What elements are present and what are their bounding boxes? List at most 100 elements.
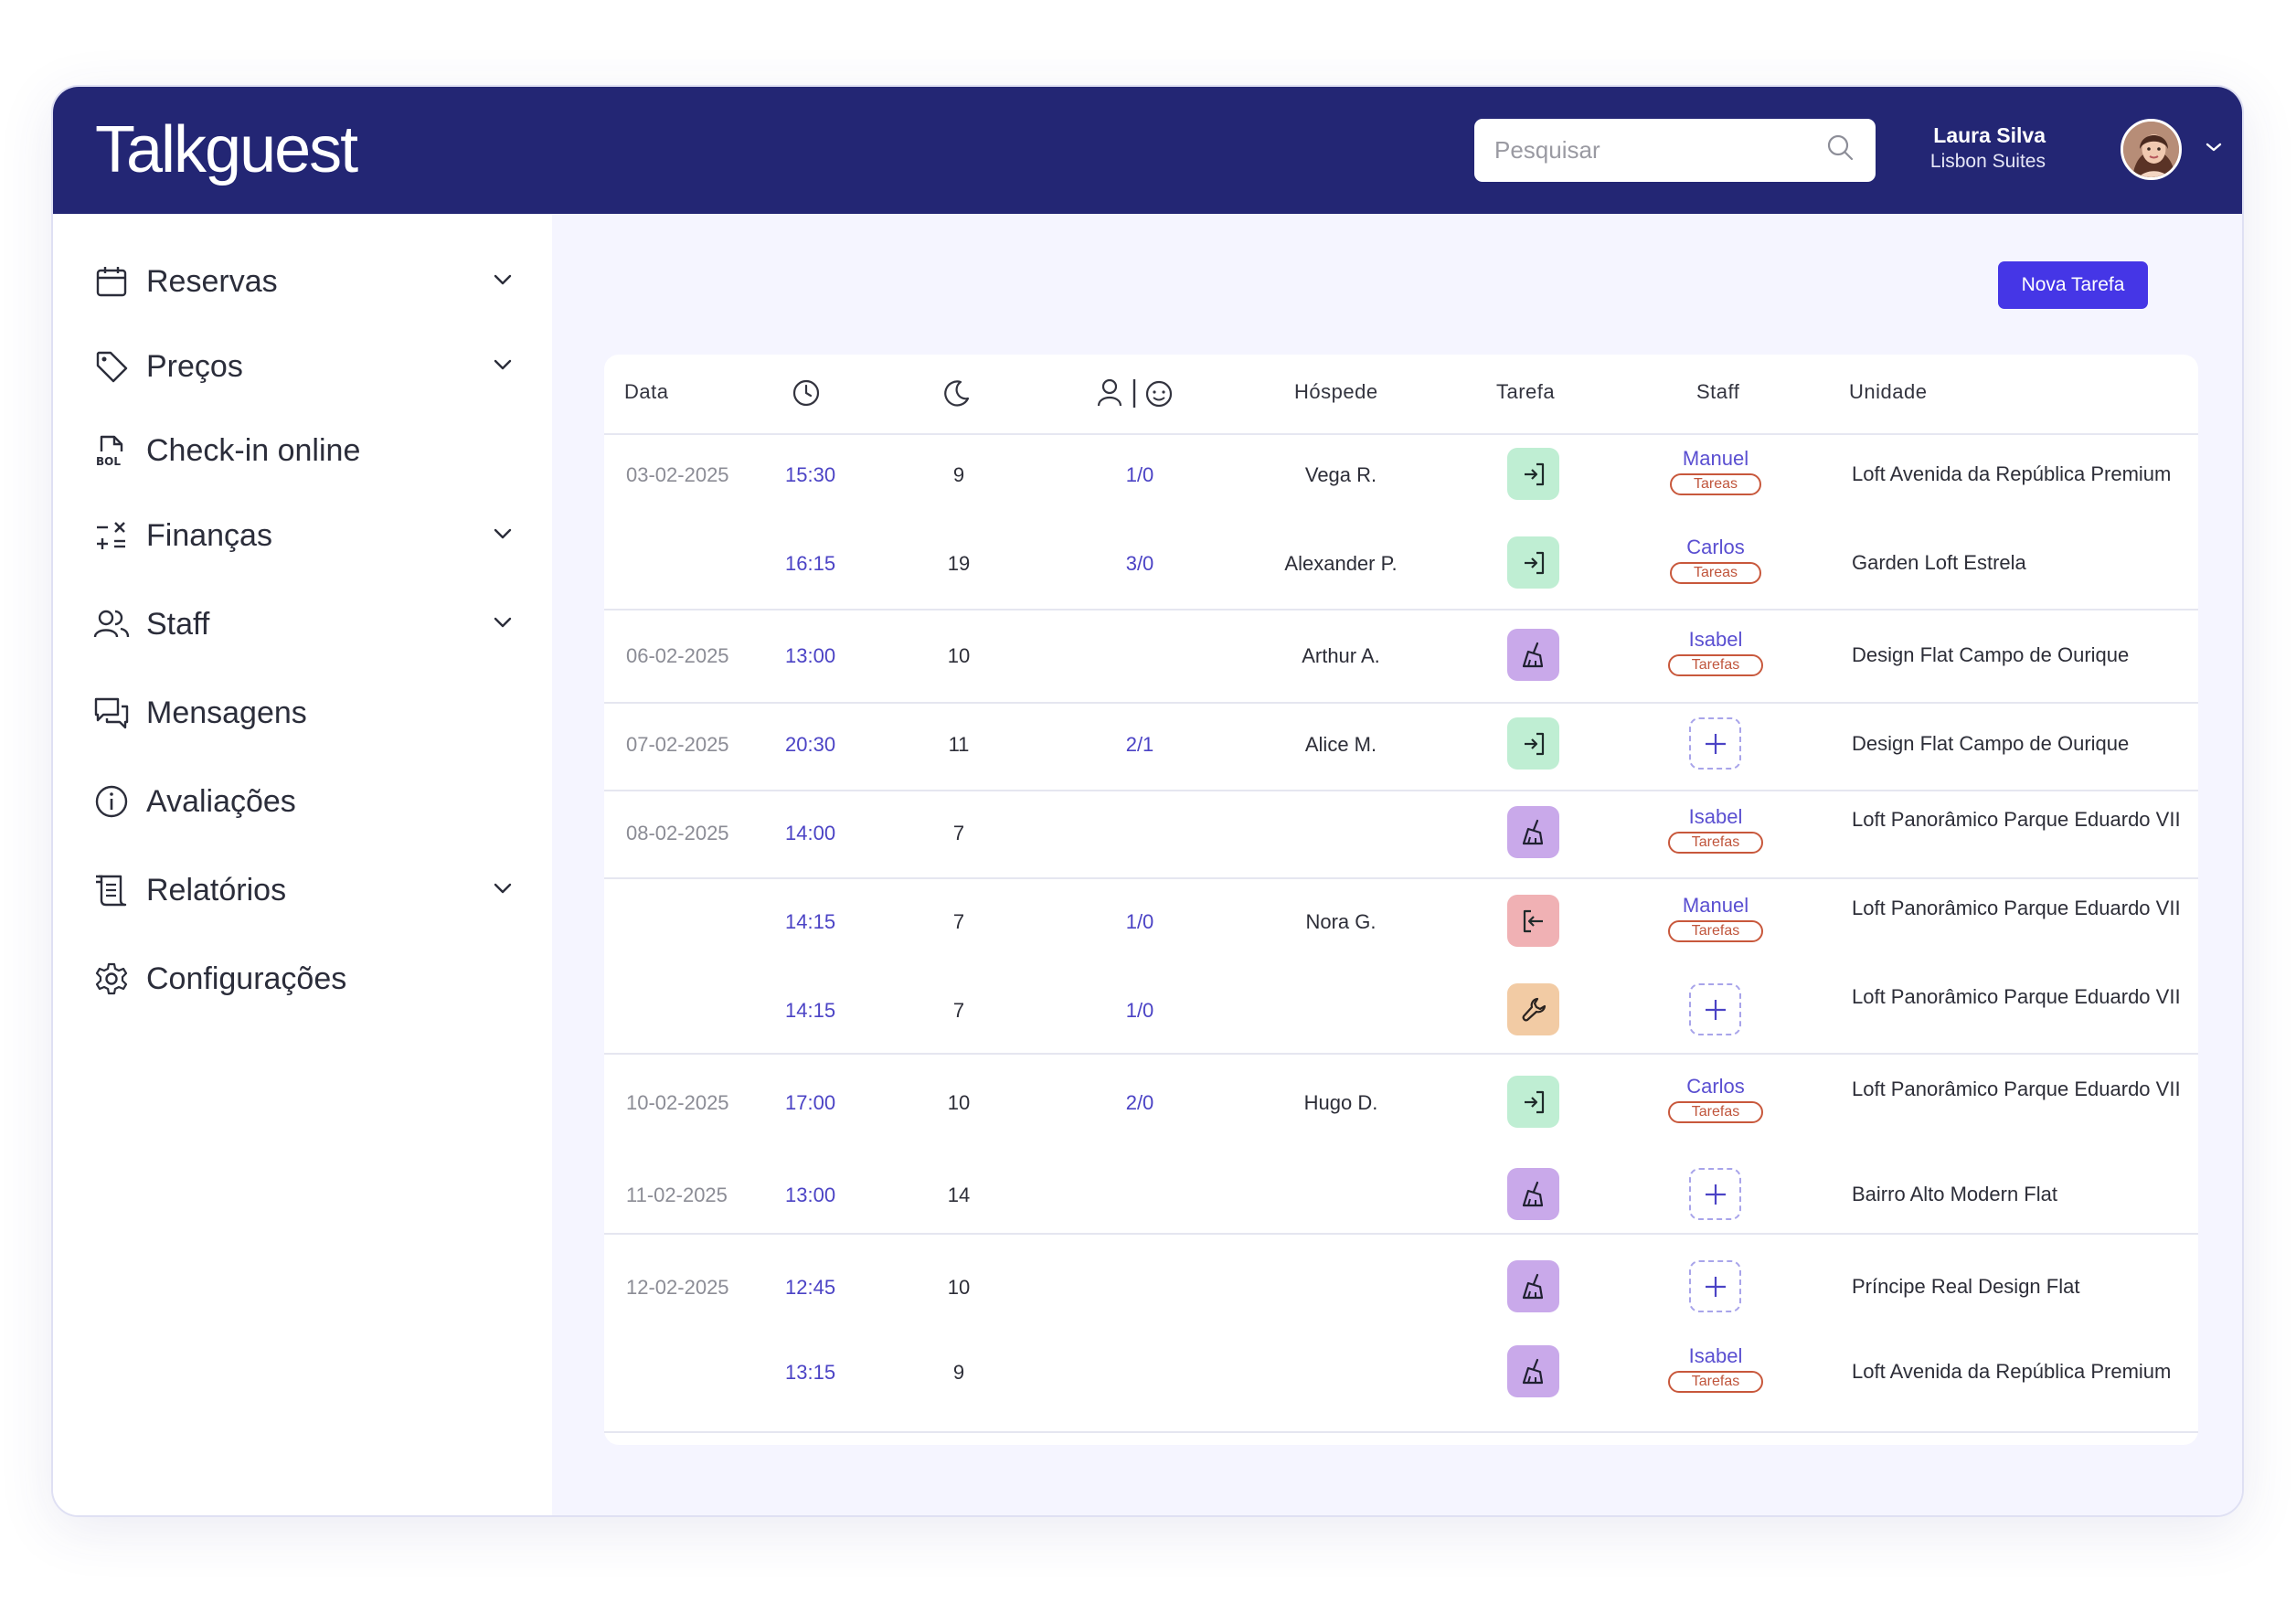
search-icon[interactable] [1826,133,1855,167]
user-org: Lisbon Suites [1929,151,2046,172]
info-icon [93,783,130,820]
staff-name[interactable]: Manuel [1682,447,1749,470]
sidebar-item-avaliacoes[interactable]: Avaliações [93,774,516,829]
chevron-down-icon[interactable] [490,876,516,906]
tasks-table: Data Hóspede Tarefa Staff Unidade 03-02-… [604,355,2198,1445]
staff-tasks-tag[interactable]: Tareas [1669,473,1762,495]
row-unit[interactable]: Garden Loft Estrela [1852,551,2026,574]
row-guest[interactable]: Alexander P. [1284,552,1398,575]
sidebar-item-financas[interactable]: Finanças [93,508,516,563]
chevron-down-icon[interactable] [490,521,516,551]
cleaning-brush-icon[interactable] [1507,1168,1559,1220]
staff-assignee[interactable]: Isabel Tarefas [1656,1344,1775,1393]
row-time: 13:00 [785,1184,836,1206]
staff-name[interactable]: Manuel [1682,894,1749,917]
staff-assignee[interactable]: Carlos Tareas [1656,536,1775,584]
staff-tasks-tag[interactable]: Tarefas [1667,1371,1764,1393]
staff-tasks-tag[interactable]: Tarefas [1667,654,1764,676]
row-nights: 10 [947,644,971,667]
col-staff[interactable]: Staff [1696,380,1740,403]
staff-name[interactable]: Carlos [1686,536,1745,558]
new-task-button[interactable]: Nova Tarefa [1998,261,2148,309]
main-content: Nova Tarefa Data Hóspede Tarefa Staff Un… [552,214,2242,1515]
cleaning-brush-icon[interactable] [1507,1345,1559,1397]
user-menu[interactable]: Laura Silva Lisbon Suites [1899,114,2222,187]
staff-tasks-tag[interactable]: Tarefas [1667,920,1764,942]
row-unit[interactable]: Loft Panorâmico Parque Eduardo VII [1852,897,2181,919]
assign-staff-plus-icon[interactable] [1689,717,1741,770]
row-nights: 14 [947,1184,971,1206]
row-unit[interactable]: Loft Panorâmico Parque Eduardo VII [1852,1078,2181,1100]
row-guest[interactable]: Vega R. [1304,463,1377,486]
cleaning-brush-icon[interactable] [1507,629,1559,681]
sidebar-item-mensagens[interactable]: Mensagens [93,685,516,740]
row-unit[interactable]: Loft Panorâmico Parque Eduardo VII [1852,808,2181,831]
svg-text:BOL: BOL [96,455,121,468]
avatar[interactable] [2121,119,2182,180]
col-guest[interactable]: Hóspede [1294,380,1378,403]
cleaning-brush-icon[interactable] [1507,806,1559,858]
staff-tasks-tag[interactable]: Tarefas [1667,1101,1764,1123]
sidebar-item-label: Check-in online [146,432,361,468]
staff-name[interactable]: Isabel [1688,1344,1743,1367]
row-pax: 2/0 [1125,1091,1154,1114]
chevron-down-icon[interactable] [2203,136,2225,163]
check-in-icon[interactable] [1507,448,1559,500]
col-unit[interactable]: Unidade [1849,380,1928,403]
assign-staff-plus-icon[interactable] [1689,1260,1741,1312]
row-date: 08-02-2025 [626,822,729,844]
assign-staff-plus-icon[interactable] [1689,1168,1741,1220]
wrench-icon[interactable] [1507,983,1559,1035]
staff-assignee[interactable]: Isabel Tarefas [1656,628,1775,676]
row-unit[interactable]: Loft Avenida da República Premium [1852,462,2172,485]
row-guest[interactable]: Alice M. [1304,733,1377,756]
cleaning-brush-icon[interactable] [1507,1260,1559,1312]
row-unit[interactable]: Príncipe Real Design Flat [1852,1275,2080,1298]
app-window: Talkguest Pesquisar Laura Silva Lisbon S… [51,85,2244,1517]
sidebar-item-reservas[interactable]: Reservas [93,254,516,309]
staff-tasks-tag[interactable]: Tareas [1669,562,1762,584]
users-icon [93,606,130,642]
row-unit[interactable]: Design Flat Campo de Ourique [1852,643,2130,666]
row-unit[interactable]: Design Flat Campo de Ourique [1852,732,2130,755]
moon-icon[interactable] [942,378,972,413]
row-unit[interactable]: Loft Avenida da República Premium [1852,1360,2172,1383]
staff-assignee[interactable]: Carlos Tarefas [1656,1075,1775,1123]
row-guest[interactable]: Nora G. [1305,910,1377,933]
staff-name[interactable]: Isabel [1688,805,1743,828]
chevron-down-icon[interactable] [490,610,516,640]
row-unit[interactable]: Loft Panorâmico Parque Eduardo VII [1852,985,2181,1008]
staff-assignee[interactable]: Manuel Tareas [1656,447,1775,495]
adult-child-icon[interactable] [1095,377,1177,415]
col-date[interactable]: Data [624,380,669,403]
staff-name[interactable]: Isabel [1688,628,1743,651]
check-in-icon[interactable] [1507,1076,1559,1128]
row-divider [604,702,2198,704]
check-in-icon[interactable] [1507,536,1559,589]
assign-staff-plus-icon[interactable] [1689,983,1741,1035]
row-divider [604,790,2198,791]
sidebar-item-relatorios[interactable]: Relatórios [93,863,516,918]
user-name: Laura Silva [1933,123,2046,147]
clock-icon[interactable] [792,378,821,413]
search-input[interactable]: Pesquisar [1474,119,1876,182]
app-logo[interactable]: Talkguest [95,113,358,186]
sidebar-item-staff[interactable]: Staff [93,597,516,652]
staff-assignee[interactable]: Isabel Tarefas [1656,805,1775,854]
report-icon [93,872,130,908]
staff-name[interactable]: Carlos [1686,1075,1745,1098]
row-guest[interactable]: Hugo D. [1303,1091,1378,1114]
chevron-down-icon[interactable] [490,352,516,382]
check-out-icon[interactable] [1507,895,1559,947]
sidebar-item-precos[interactable]: Preços [93,339,516,394]
row-guest[interactable]: Arthur A. [1302,644,1380,667]
sidebar-item-checkin-online[interactable]: BOL Check-in online [93,423,516,478]
row-unit[interactable]: Bairro Alto Modern Flat [1852,1183,2057,1205]
check-in-icon[interactable] [1507,717,1559,770]
chevron-down-icon[interactable] [490,267,516,297]
sidebar-item-configuracoes[interactable]: Configurações [93,951,516,1006]
col-task[interactable]: Tarefa [1496,380,1556,403]
staff-assignee[interactable]: Manuel Tarefas [1656,894,1775,942]
row-divider [604,609,2198,610]
staff-tasks-tag[interactable]: Tarefas [1667,832,1764,854]
